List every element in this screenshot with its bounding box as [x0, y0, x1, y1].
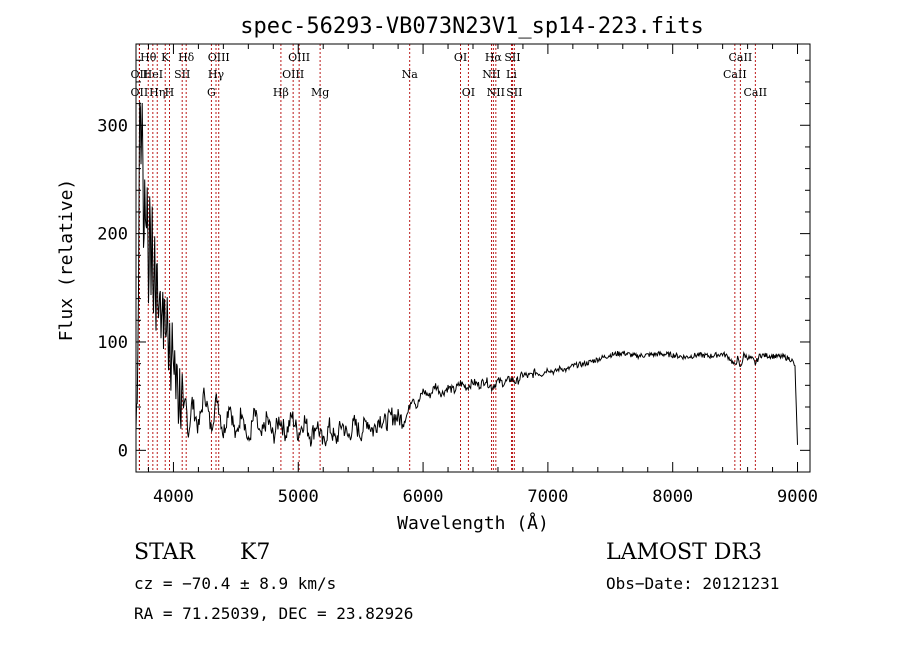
line-label-14: OIII	[288, 51, 310, 64]
y-tick-label-3: 300	[97, 116, 128, 136]
y-tick-label-2: 200	[97, 225, 128, 245]
line-label-25: CaII	[723, 68, 747, 81]
flux-series-line	[135, 101, 798, 447]
line-label-23: SII	[504, 51, 520, 64]
x-tick-label-2: 6000	[403, 487, 444, 507]
spectral-line-markers	[138, 44, 756, 472]
line-label-6: H	[165, 86, 175, 99]
line-label-3: HeI	[143, 68, 163, 81]
line-label-15: Mg	[311, 86, 329, 99]
x-tick-label-4: 8000	[652, 487, 693, 507]
coordinates: RA = 71.25039, DEC = 23.82926	[134, 604, 414, 623]
x-tick-label-3: 7000	[527, 487, 568, 507]
line-label-9: G	[207, 86, 216, 99]
line-label-7: SII	[174, 68, 190, 81]
line-label-8: Hδ	[178, 51, 195, 64]
line-label-5: K	[161, 51, 170, 64]
y-tick-label-0: 0	[118, 441, 128, 461]
line-label-0: OII	[131, 68, 149, 81]
spectral-line-labels: OII OII Hθ HeI Hη K H SII Hδ G Hγ OIII Hβ OIII OIII Mg N…	[131, 51, 768, 99]
line-label-20: Hα	[485, 51, 503, 64]
line-label-17: OI	[454, 51, 467, 64]
line-label-26: CaII	[729, 51, 753, 64]
x-axis-label: Wavelength (Å)	[397, 512, 549, 534]
redshift-velocity: cz = −70.4 ± 8.9 km/s	[134, 574, 337, 593]
plot-frame	[135, 43, 811, 473]
x-tick-label-1: 5000	[278, 487, 319, 507]
observation-date: Obs−Date: 20121231	[606, 574, 780, 593]
x-tick-label-0: 4000	[153, 487, 194, 507]
object-subclass: K7	[240, 540, 271, 565]
x-tick-label-5: 9000	[777, 487, 818, 507]
object-class: STAR	[134, 540, 195, 565]
line-label-22: Li	[506, 68, 517, 81]
x-axis-ticks: 4000 5000 6000 7000 8000 9000	[147, 44, 818, 507]
chart-title: spec-56293-VB073N23V1_sp14-223.fits	[240, 14, 704, 39]
line-label-1: OII	[131, 86, 149, 99]
line-label-11: OIII	[208, 51, 230, 64]
line-label-13: OIII	[282, 68, 304, 81]
line-label-21: NII	[487, 86, 505, 99]
line-label-24: SII	[506, 86, 522, 99]
y-axis-label: Flux (relative)	[56, 179, 77, 342]
line-label-16: Na	[402, 68, 419, 81]
line-label-12: Hβ	[273, 86, 289, 99]
y-tick-label-1: 100	[97, 333, 128, 353]
line-label-18: OI	[462, 86, 475, 99]
line-label-27: CaII	[743, 86, 767, 99]
y-axis-ticks: 0 100 200 300	[97, 59, 810, 473]
line-label-10: Hγ	[208, 68, 225, 81]
line-label-4: Hη	[149, 86, 165, 99]
line-label-2: Hθ	[140, 51, 157, 64]
survey-name: LAMOST DR3	[606, 540, 762, 565]
line-label-19: NII	[482, 68, 500, 81]
